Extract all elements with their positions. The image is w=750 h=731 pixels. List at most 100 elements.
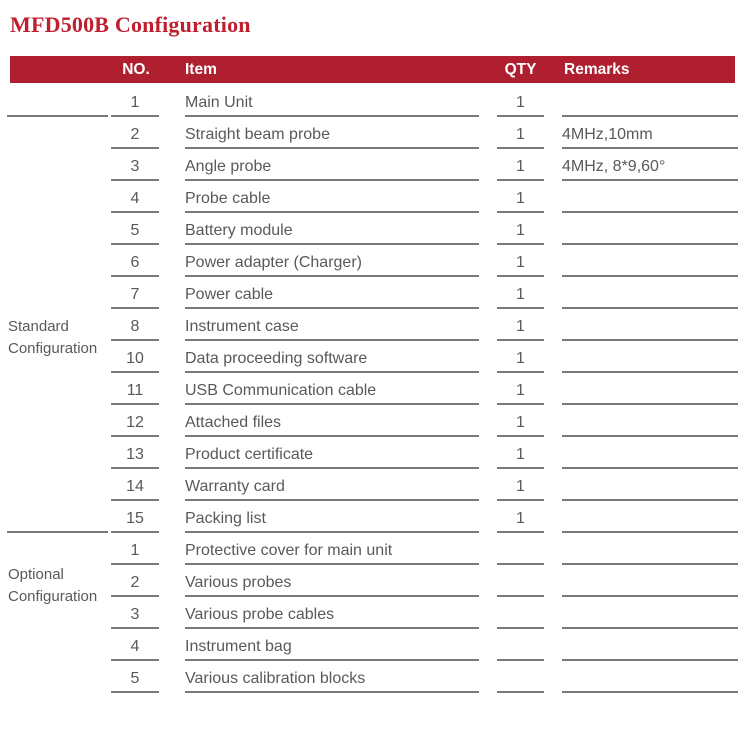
column-header-item: Item — [185, 61, 217, 78]
table-row: 1 Main Unit 1 — [0, 85, 750, 117]
row-remarks-cell — [562, 405, 738, 437]
row-remarks-cell — [562, 629, 738, 661]
row-no-cell: 15 — [111, 501, 159, 533]
row-qty-cell: 1 — [497, 149, 544, 181]
row-item-cell: Various calibration blocks — [185, 661, 479, 693]
row-qty-cell — [497, 565, 544, 597]
row-qty-cell — [497, 661, 544, 693]
table-row: 11 USB Communication cable 1 — [0, 373, 750, 405]
row-item-cell: Various probe cables — [185, 597, 479, 629]
table-row: 7 Power cable 1 — [0, 277, 750, 309]
row-qty-cell — [497, 533, 544, 565]
row-item-cell: Main Unit — [185, 85, 479, 117]
row-item-cell: Straight beam probe — [185, 117, 479, 149]
table-row: 3 Various probe cables — [0, 597, 750, 629]
section-label-standard: Standard Configuration — [8, 318, 98, 357]
table-row: 5 Battery module 1 — [0, 213, 750, 245]
row-remarks-cell — [562, 501, 738, 533]
row-remarks-cell: 4MHz, 8*9,60° — [562, 149, 738, 181]
row-remarks-cell — [562, 341, 738, 373]
row-remarks-cell: 4MHz,10mm — [562, 117, 738, 149]
row-item-cell: Instrument bag — [185, 629, 479, 661]
row-qty-cell: 1 — [497, 373, 544, 405]
table-row: 3 Angle probe 1 4MHz, 8*9,60° — [0, 149, 750, 181]
table-row: 8 Instrument case 1 — [0, 309, 750, 341]
table-row: 13 Product certificate 1 — [0, 437, 750, 469]
table-row: 1 Protective cover for main unit — [0, 533, 750, 565]
column-header-qty: QTY — [504, 61, 537, 78]
column-header-no: NO. — [122, 61, 150, 78]
row-no-cell: 3 — [111, 597, 159, 629]
table-row: 4 Probe cable 1 — [0, 181, 750, 213]
row-qty-cell: 1 — [497, 469, 544, 501]
row-no-cell: 10 — [111, 341, 159, 373]
row-no-cell: 13 — [111, 437, 159, 469]
page-title: MFD500B Configuration — [10, 12, 251, 37]
row-no-cell: 12 — [111, 405, 159, 437]
table-row: 4 Instrument bag — [0, 629, 750, 661]
row-item-cell: Data proceeding software — [185, 341, 479, 373]
row-qty-cell: 1 — [497, 245, 544, 277]
row-remarks-cell — [562, 565, 738, 597]
row-no-cell: 1 — [111, 533, 159, 565]
row-no-cell: 11 — [111, 373, 159, 405]
row-qty-cell: 1 — [497, 277, 544, 309]
table-row: 2 Straight beam probe 1 4MHz,10mm — [0, 117, 750, 149]
column-header-remarks: Remarks — [564, 61, 630, 78]
row-item-cell: Power adapter (Charger) — [185, 245, 479, 277]
row-no-cell: 2 — [111, 117, 159, 149]
row-qty-cell — [497, 597, 544, 629]
row-remarks-cell — [562, 533, 738, 565]
row-qty-cell: 1 — [497, 213, 544, 245]
table-row: 12 Attached files 1 — [0, 405, 750, 437]
table-row: 15 Packing list 1 — [0, 501, 750, 533]
row-no-cell: 4 — [111, 629, 159, 661]
row-item-cell: Battery module — [185, 213, 479, 245]
row-no-cell: 8 — [111, 309, 159, 341]
row-no-cell: 14 — [111, 469, 159, 501]
row-item-cell: Product certificate — [185, 437, 479, 469]
row-qty-cell: 1 — [497, 501, 544, 533]
row-no-cell: 5 — [111, 213, 159, 245]
row-item-cell: USB Communication cable — [185, 373, 479, 405]
row-item-cell: Protective cover for main unit — [185, 533, 479, 565]
row-qty-cell: 1 — [497, 85, 544, 117]
table-row: 2 Various probes — [0, 565, 750, 597]
section-label-optional: Optional Configuration — [8, 566, 98, 605]
row-remarks-cell — [562, 373, 738, 405]
row-qty-cell: 1 — [497, 309, 544, 341]
row-item-cell: Various probes — [185, 565, 479, 597]
row-no-cell: 1 — [111, 85, 159, 117]
row-qty-cell: 1 — [497, 117, 544, 149]
section-divider-line — [7, 531, 108, 533]
row-item-cell: Probe cable — [185, 181, 479, 213]
row-qty-cell: 1 — [497, 405, 544, 437]
row-no-cell: 7 — [111, 277, 159, 309]
row-remarks-cell — [562, 213, 738, 245]
table-body: 1 Main Unit 1 2 Straight beam probe 1 4MHz,10m… — [0, 85, 750, 693]
row-no-cell: 2 — [111, 565, 159, 597]
section-divider-line — [7, 115, 108, 117]
table-row: 5 Various calibration blocks — [0, 661, 750, 693]
row-remarks-cell — [562, 277, 738, 309]
row-item-cell: Instrument case — [185, 309, 479, 341]
row-qty-cell: 1 — [497, 341, 544, 373]
table-header-row: NO. Item QTY Remarks — [10, 56, 735, 83]
row-remarks-cell — [562, 309, 738, 341]
table-row: 10 Data proceeding software 1 — [0, 341, 750, 373]
row-qty-cell: 1 — [497, 181, 544, 213]
row-item-cell: Power cable — [185, 277, 479, 309]
row-item-cell: Attached files — [185, 405, 479, 437]
row-remarks-cell — [562, 245, 738, 277]
row-no-cell: 4 — [111, 181, 159, 213]
row-no-cell: 6 — [111, 245, 159, 277]
row-item-cell: Angle probe — [185, 149, 479, 181]
row-remarks-cell — [562, 661, 738, 693]
row-no-cell: 3 — [111, 149, 159, 181]
row-item-cell: Warranty card — [185, 469, 479, 501]
row-no-cell: 5 — [111, 661, 159, 693]
row-remarks-cell — [562, 181, 738, 213]
row-qty-cell: 1 — [497, 437, 544, 469]
row-remarks-cell — [562, 597, 738, 629]
